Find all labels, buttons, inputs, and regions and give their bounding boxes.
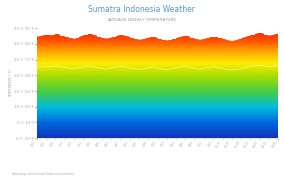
Text: Sumatra Indonesia Weather: Sumatra Indonesia Weather — [89, 5, 195, 14]
Text: AVERAGE WEEKLY TEMPERATURE: AVERAGE WEEKLY TEMPERATURE — [108, 18, 176, 22]
Y-axis label: TEMPERATURE (°C): TEMPERATURE (°C) — [9, 69, 12, 97]
Text: hikersbay.com/climate/indonesia/sumatra: hikersbay.com/climate/indonesia/sumatra — [11, 172, 74, 176]
